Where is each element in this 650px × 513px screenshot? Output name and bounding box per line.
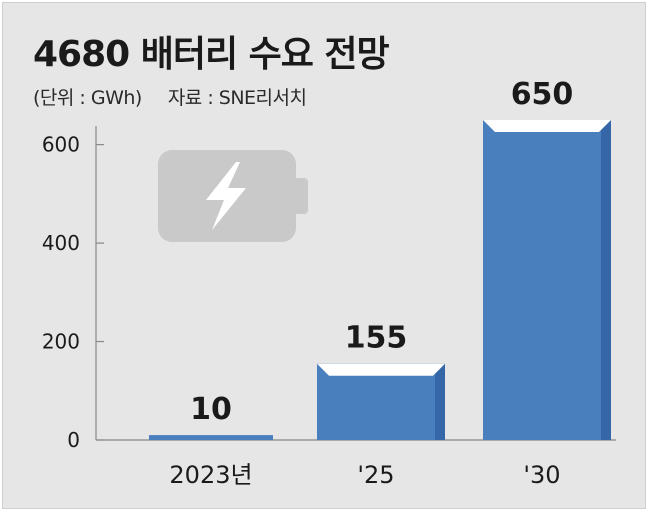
unit-note: (단위 : GWh) bbox=[33, 87, 142, 109]
bar-top bbox=[483, 120, 611, 132]
bar bbox=[317, 363, 445, 440]
bar-top bbox=[317, 363, 445, 376]
y-tick-label: 0 bbox=[67, 428, 80, 452]
x-tick-label: '30 bbox=[523, 461, 560, 489]
data-label: 155 bbox=[345, 321, 408, 356]
chart-subtitle: (단위 : GWh) 자료 : SNE리서치 bbox=[33, 83, 307, 110]
data-label: 10 bbox=[190, 392, 232, 427]
x-tick-label: '25 bbox=[357, 461, 394, 489]
chart-title: 4680 배터리 수요 전망 bbox=[33, 34, 390, 75]
bar bbox=[483, 120, 611, 440]
data-label: 650 bbox=[511, 77, 574, 112]
source-note: 자료 : SNE리서치 bbox=[167, 87, 307, 109]
bar-front bbox=[317, 363, 435, 440]
y-tick-label: 600 bbox=[42, 133, 80, 157]
y-tick-label: 200 bbox=[42, 330, 80, 354]
x-tick-label: 2023년 bbox=[169, 461, 252, 489]
bar-front bbox=[483, 120, 601, 440]
battery-charging-icon bbox=[158, 150, 308, 242]
y-tick-label: 400 bbox=[42, 231, 80, 255]
bar bbox=[149, 435, 273, 440]
bar-front bbox=[149, 435, 273, 440]
